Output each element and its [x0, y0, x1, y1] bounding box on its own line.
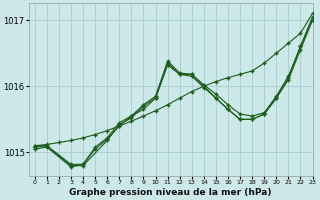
X-axis label: Graphe pression niveau de la mer (hPa): Graphe pression niveau de la mer (hPa) — [69, 188, 272, 197]
